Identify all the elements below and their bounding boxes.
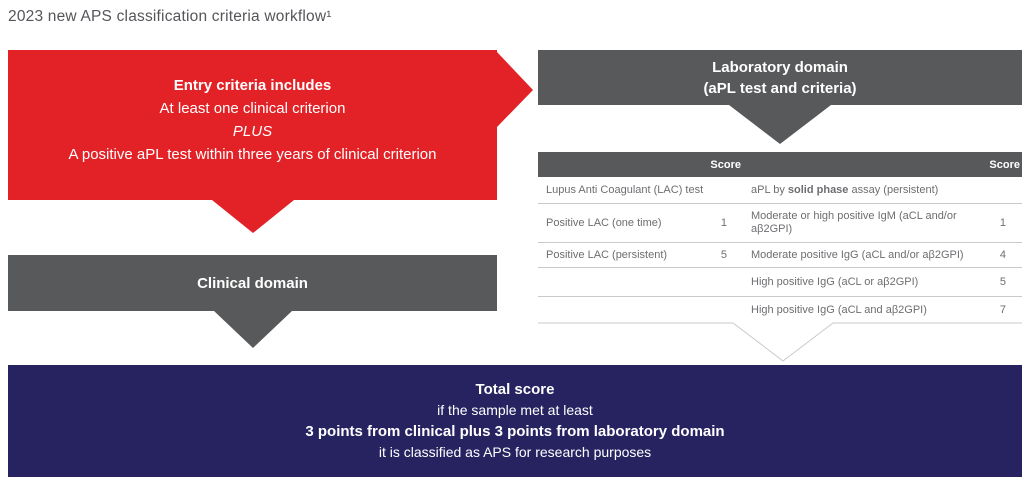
table-row: High positive IgG (aCL or aβ2GPI) 5 xyxy=(538,268,1022,297)
solid-phase-suffix: assay (persistent) xyxy=(848,183,939,196)
score-header-left: Score xyxy=(710,158,741,171)
igg-high-or-label: High positive IgG (aCL or aβ2GPI) xyxy=(751,275,919,288)
igg-high-and-score: 7 xyxy=(999,304,1006,316)
table-row: Positive LAC (persistent) 5 Moderate pos… xyxy=(538,243,1022,268)
igg-high-and-label: High positive IgG (aCL and aβ2GPI) xyxy=(751,303,927,316)
igg-high-or-score: 5 xyxy=(999,276,1006,288)
arrow-down-to-clinical-icon xyxy=(211,200,294,233)
arrow-down-to-score-table-icon xyxy=(729,105,831,144)
igm-moderate-high-label: Moderate or high positive IgM (aCL and/o… xyxy=(751,210,957,235)
total-score-line-3: it is classified as APS for research pur… xyxy=(378,444,652,460)
clinical-domain-title: Clinical domain xyxy=(197,274,308,292)
igm-moderate-high-score: 1 xyxy=(999,217,1006,229)
igg-moderate-score: 4 xyxy=(999,249,1006,261)
entry-criteria-line-1: At least one clinical criterion xyxy=(159,100,346,117)
score-table-header-row: Score Score xyxy=(538,152,1022,177)
total-score-heading: Total score xyxy=(475,381,555,398)
solid-phase-prefix: aPL by xyxy=(751,183,788,196)
entry-criteria-line-3: A positive aPL test within three years o… xyxy=(68,146,437,163)
solid-phase-bold: solid phase xyxy=(787,183,849,196)
entry-criteria-plus: PLUS xyxy=(232,123,273,140)
arrow-right-to-laboratory-icon xyxy=(497,52,533,127)
table-row: Positive LAC (one time) 1 Moderate or hi… xyxy=(538,204,1022,243)
lac-persistent-label: Positive LAC (persistent) xyxy=(546,249,668,261)
laboratory-domain-title: Laboratory domain xyxy=(712,58,848,76)
lac-test-label: Lupus Anti Coagulant (LAC) test xyxy=(546,184,704,196)
total-score-line-1: if the sample met at least xyxy=(437,402,593,418)
laboratory-domain-banner: Laboratory domain (aPL test and criteria… xyxy=(538,50,1022,144)
total-score-banner: Total score if the sample met at least 3… xyxy=(8,365,1022,477)
lac-persistent-score: 5 xyxy=(720,249,727,261)
table-row: High positive IgG (aCL and aβ2GPI) 7 xyxy=(538,297,1022,323)
apl-score-table: Score Score Lupus Anti Coagulant (LAC) t… xyxy=(538,152,1022,323)
lac-one-time-score: 1 xyxy=(720,217,727,229)
entry-criteria-banner: Entry criteria includes At least one cli… xyxy=(8,50,533,233)
lac-one-time-label: Positive LAC (one time) xyxy=(546,217,662,229)
arrow-open-down-to-total-icon xyxy=(538,322,1022,362)
clinical-domain-banner: Clinical domain xyxy=(8,255,497,348)
laboratory-domain-subtitle: (aPL test and criteria) xyxy=(703,79,857,97)
arrow-down-to-total-icon xyxy=(213,311,292,348)
entry-criteria-heading: Entry criteria includes xyxy=(173,77,332,94)
score-header-right: Score xyxy=(989,158,1020,171)
page-title: 2023 new APS classification criteria wor… xyxy=(8,8,332,25)
table-row: Lupus Anti Coagulant (LAC) test aPL by s… xyxy=(538,177,1022,204)
total-score-line-2: 3 points from clinical plus 3 points fro… xyxy=(305,423,725,440)
solid-phase-label: aPL by solid phase assay (persistent) xyxy=(751,184,988,197)
igg-moderate-label: Moderate positive IgG (aCL and/or aβ2GPI… xyxy=(751,248,964,261)
